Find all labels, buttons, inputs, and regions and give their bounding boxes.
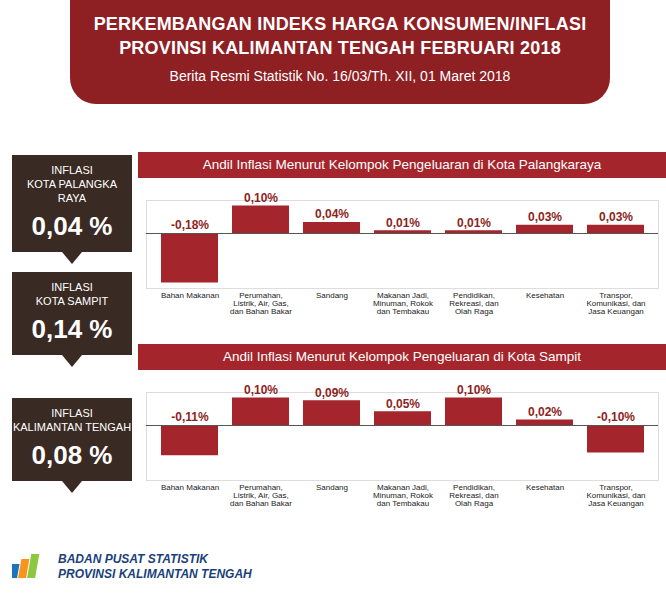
svg-text:Transpor,Komunikasi, danJasa K: Transpor,Komunikasi, danJasa Keuangan xyxy=(586,483,645,508)
svg-text:0,05%: 0,05% xyxy=(386,397,420,411)
svg-text:0,01%: 0,01% xyxy=(457,216,491,230)
svg-text:Kesehatan: Kesehatan xyxy=(526,483,564,492)
svg-text:Bahan Makanan: Bahan Makanan xyxy=(161,483,219,492)
svg-text:0,01%: 0,01% xyxy=(386,216,420,230)
svg-text:-0,10%: -0,10% xyxy=(597,410,635,424)
svg-text:0,03%: 0,03% xyxy=(528,210,562,224)
svg-text:0,10%: 0,10% xyxy=(244,191,278,205)
html-text:INFLASI: INFLASI xyxy=(51,407,93,419)
svg-text:Perumahan,Listrik, Air, Gas,da: Perumahan,Listrik, Air, Gas,dan Bahan Ba… xyxy=(230,483,292,508)
svg-text:Transpor,Komunikasi, danJasa K: Transpor,Komunikasi, danJasa Keuangan xyxy=(586,291,645,316)
html-text:KOTA PALANGKA RAYA: KOTA PALANGKA RAYA xyxy=(27,178,117,204)
html-text:KALIMANTAN TENGAH: KALIMANTAN TENGAH xyxy=(12,421,132,433)
svg-text:Perumahan,Listrik, Air, Gas,da: Perumahan,Listrik, Air, Gas,dan Bahan Ba… xyxy=(230,291,292,316)
html-text:0,04 %: 0,04 % xyxy=(31,211,113,241)
html-text:INFLASI: INFLASI xyxy=(51,164,93,176)
html-text:Andil Inflasi Menurut Kelompok: Andil Inflasi Menurut Kelompok Pengeluar… xyxy=(202,157,602,172)
svg-text:0,04%: 0,04% xyxy=(315,207,349,221)
html-text:Berita Resmi Statistik No. 16/: Berita Resmi Statistik No. 16/03/Th. XII… xyxy=(169,68,511,84)
svg-text:Pendidikan,Rekreasi, danOlah R: Pendidikan,Rekreasi, danOlah Raga xyxy=(449,483,498,508)
html-text:KOTA SAMPIT: KOTA SAMPIT xyxy=(35,295,109,307)
html-text:0,08 %: 0,08 % xyxy=(31,440,113,470)
html-text:PERKEMBANGAN INDEKS HARGA KONS: PERKEMBANGAN INDEKS HARGA KONSUMEN/INFLA… xyxy=(93,14,587,34)
svg-text:-0,11%: -0,11% xyxy=(171,410,209,424)
html-text:PROVINSI KALIMANTAN TENGAH FEB: PROVINSI KALIMANTAN TENGAH FEBRUARI 2018 xyxy=(119,38,561,58)
svg-text:Sandang: Sandang xyxy=(316,291,348,300)
svg-text:0,02%: 0,02% xyxy=(528,405,562,419)
svg-text:0,03%: 0,03% xyxy=(599,210,633,224)
html-text:PROVINSI KALIMANTAN TENGAH: PROVINSI KALIMANTAN TENGAH xyxy=(58,567,252,581)
svg-text:0,09%: 0,09% xyxy=(315,386,349,400)
svg-text:Kesehatan: Kesehatan xyxy=(526,291,564,300)
svg-text:Sandang: Sandang xyxy=(316,483,348,492)
svg-text:Makanan Jadi,Minuman, Rokokdan: Makanan Jadi,Minuman, Rokokdan Tembakau xyxy=(373,291,434,316)
svg-text:Bahan Makanan: Bahan Makanan xyxy=(161,291,219,300)
html-text:INFLASI: INFLASI xyxy=(51,281,93,293)
svg-text:0,10%: 0,10% xyxy=(244,383,278,397)
svg-text:-0,18%: -0,18% xyxy=(171,218,209,232)
html-text:BADAN PUSAT STATISTIK: BADAN PUSAT STATISTIK xyxy=(58,552,208,566)
html-text:Andil Inflasi Menurut Kelompok: Andil Inflasi Menurut Kelompok Pengeluar… xyxy=(223,349,581,364)
html-text:0,14 %: 0,14 % xyxy=(31,314,113,344)
svg-text:0,10%: 0,10% xyxy=(457,383,491,397)
svg-text:Pendidikan,Rekreasi, danOlah R: Pendidikan,Rekreasi, danOlah Raga xyxy=(449,291,498,316)
svg-text:Makanan Jadi,Minuman, Rokokdan: Makanan Jadi,Minuman, Rokokdan Tembakau xyxy=(373,483,434,508)
